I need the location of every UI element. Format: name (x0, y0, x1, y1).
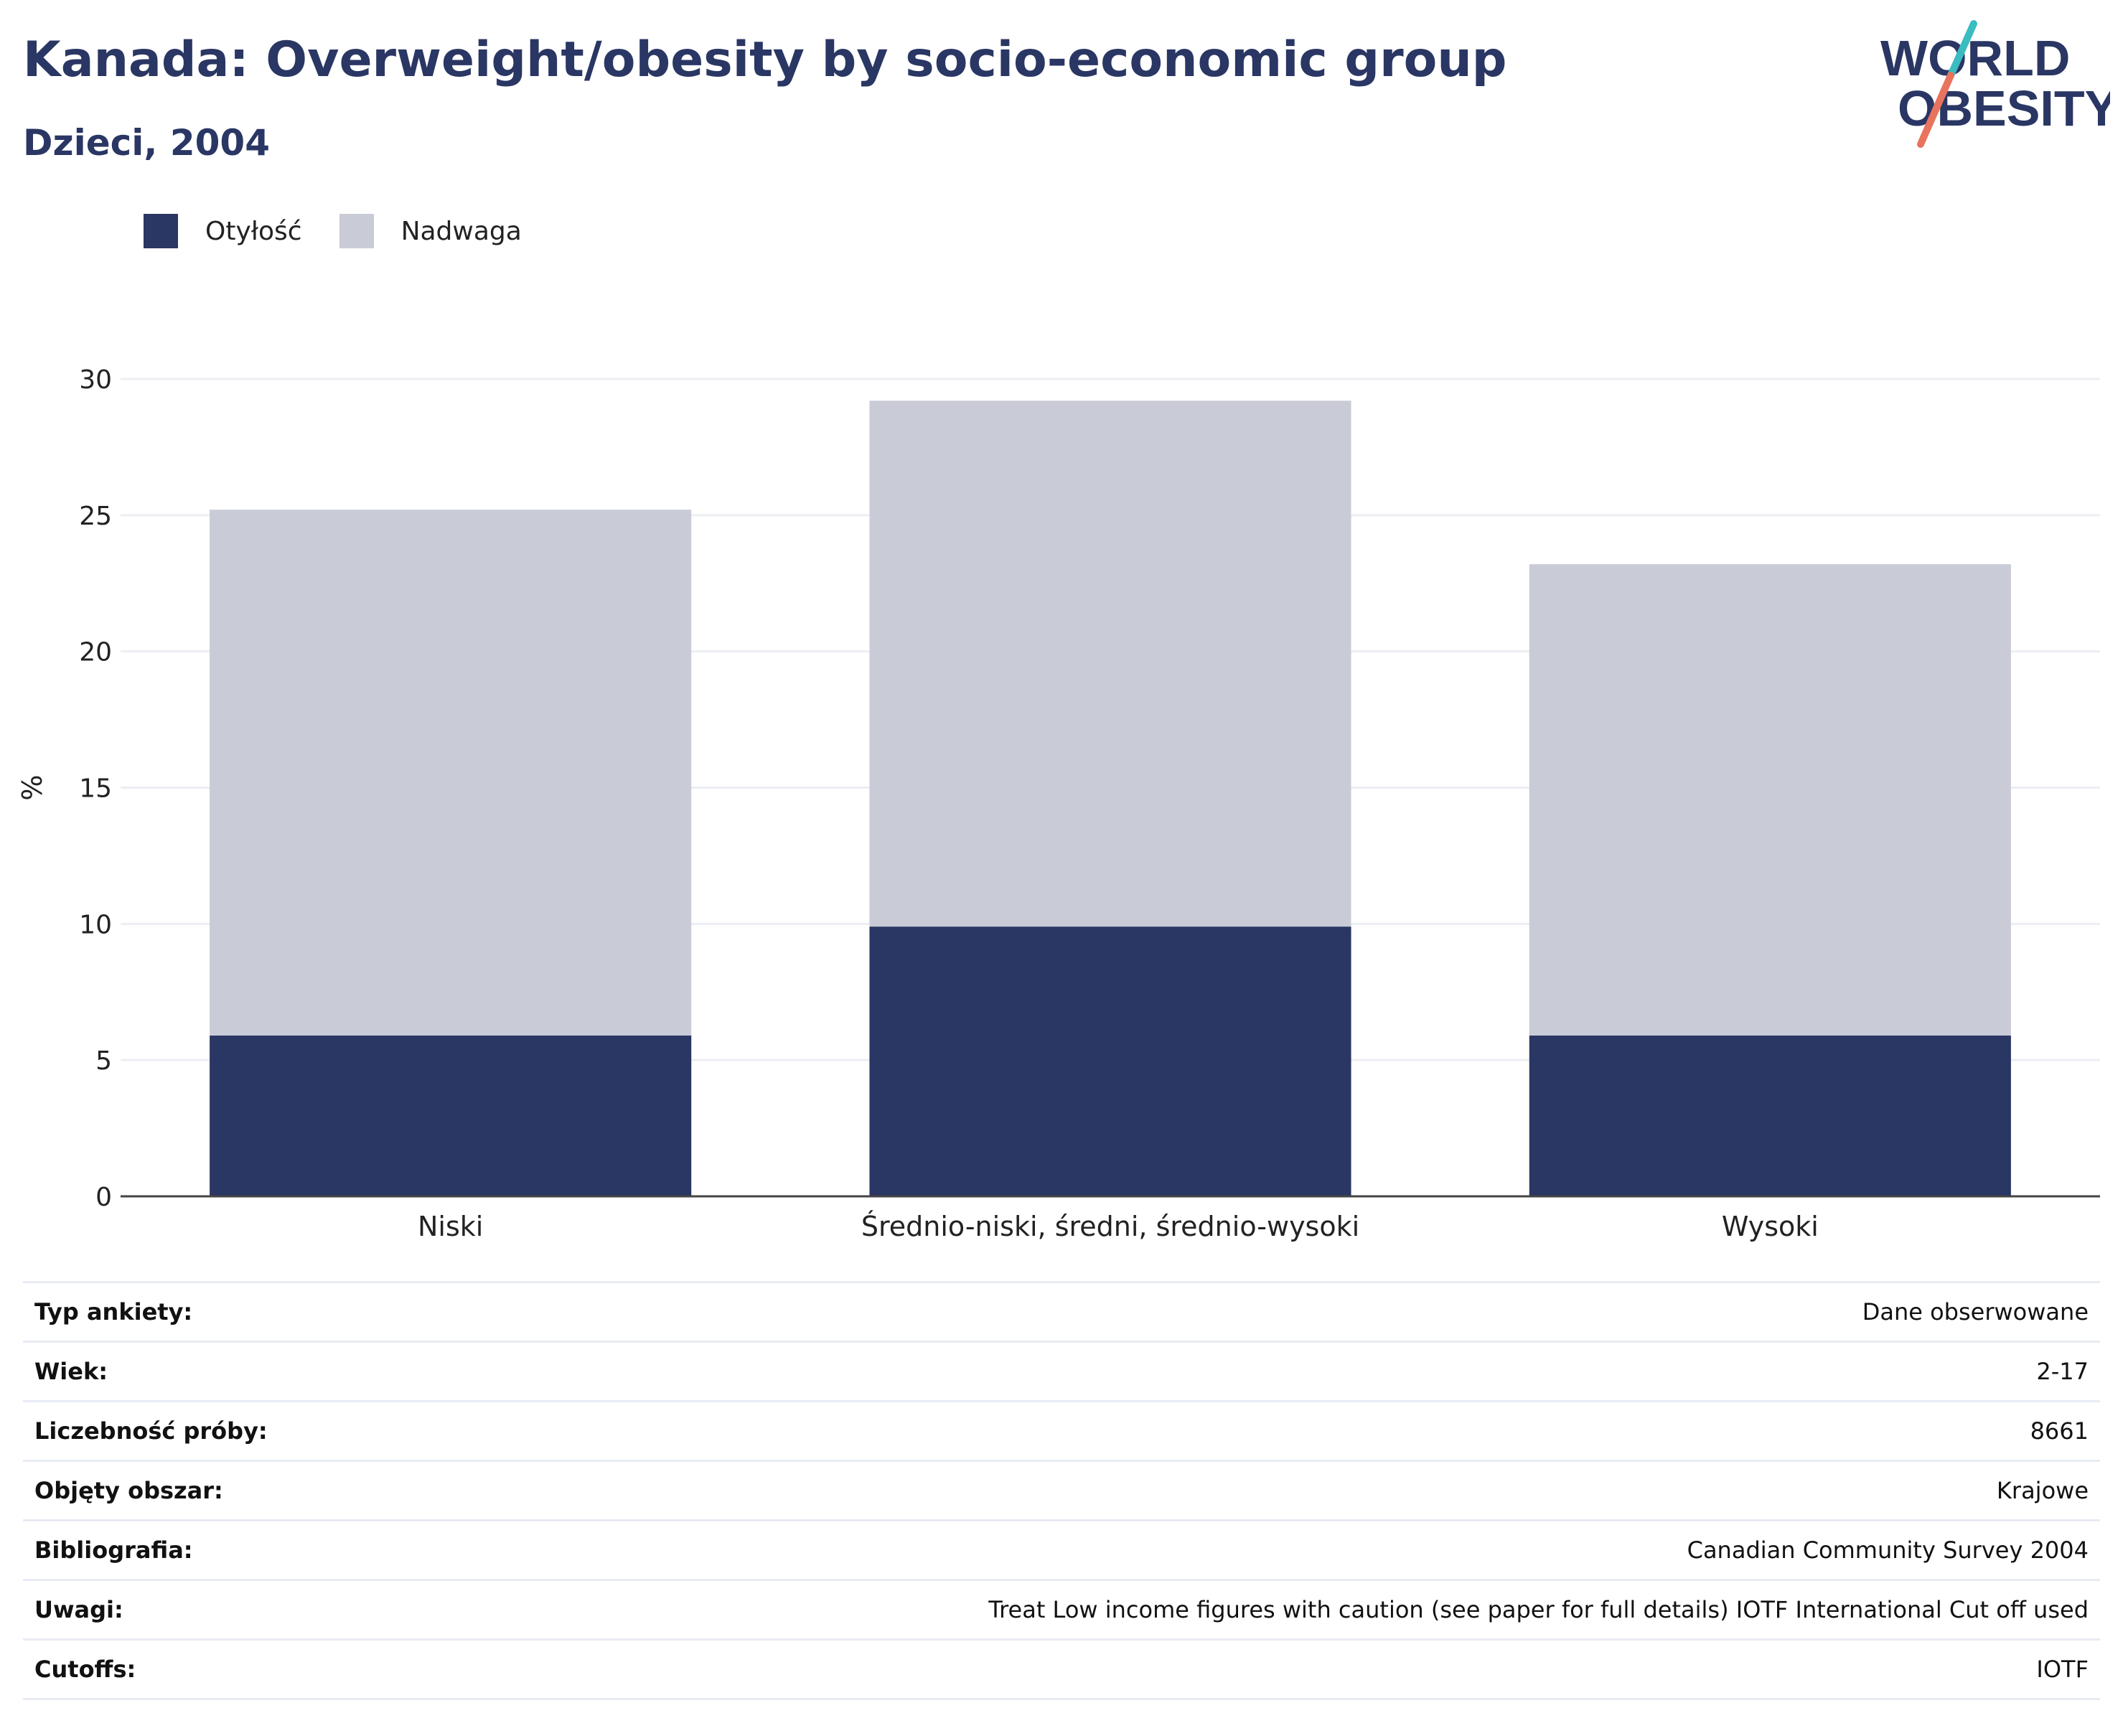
legend-item-obesity[interactable]: Otyłość (144, 214, 302, 248)
info-row: Liczebność próby: 8661 (23, 1401, 2100, 1462)
bar-overweight[interactable] (869, 400, 1351, 927)
legend-item-overweight[interactable]: Nadwaga (339, 214, 522, 248)
legend: Otyłość Nadwaga (144, 214, 559, 248)
logo-line-world: WORLD (1880, 30, 2070, 86)
y-tick-labels: 0 5 10 15 20 25 30 (79, 365, 112, 1212)
bar-overweight[interactable] (210, 510, 692, 1036)
legend-swatch-overweight (339, 214, 374, 248)
info-value: Treat Low income figures with caution (s… (408, 1580, 2100, 1641)
info-key: Objęty obszar: (23, 1460, 409, 1521)
y-tick-label: 15 (79, 774, 112, 804)
info-value: 2-17 (408, 1341, 2100, 1402)
info-value: 8661 (408, 1401, 2100, 1462)
info-key: Uwagi: (23, 1580, 409, 1641)
y-tick-label: 0 (95, 1183, 112, 1212)
info-value: IOTF (408, 1639, 2100, 1700)
info-value: Canadian Community Survey 2004 (408, 1520, 2100, 1581)
info-table: Typ ankiety: Dane obserwowane Wiek: 2-17 Lic… (23, 1281, 2100, 1700)
y-tick-label: 25 (79, 502, 112, 531)
info-row: Bibliografia: Canadian Community Survey 2… (23, 1520, 2100, 1581)
bar-obesity[interactable] (1529, 1035, 2011, 1196)
bar-obesity[interactable] (210, 1035, 692, 1196)
info-key: Typ ankiety: (23, 1281, 409, 1343)
info-row: Wiek: 2-17 (23, 1341, 2100, 1402)
bar-overweight[interactable] (1529, 564, 2011, 1036)
info-row: Typ ankiety: Dane obserwowane (23, 1281, 2100, 1343)
legend-label-overweight: Nadwaga (400, 216, 522, 246)
info-value: Krajowe (408, 1460, 2100, 1521)
bar-chart: 0 5 10 15 20 25 30 Niski Średnio-niski, średni,… (17, 365, 2100, 1242)
info-key: Wiek: (23, 1341, 409, 1402)
x-tick-labels: Niski Średnio-niski, średni, średnio-wyso… (418, 1211, 1819, 1242)
info-row: Objęty obszar: Krajowe (23, 1460, 2100, 1521)
x-tick-label: Niski (418, 1211, 483, 1242)
y-tick-label: 20 (79, 638, 112, 667)
x-tick-label: Średnio-niski, średni, średnio-wysoki (861, 1211, 1359, 1242)
y-tick-label: 5 (95, 1046, 112, 1076)
info-row: Uwagi: Treat Low income figures with caut… (23, 1580, 2100, 1641)
legend-label-obesity: Otyłość (205, 216, 302, 246)
bar-obesity[interactable] (869, 926, 1351, 1196)
y-axis-label: % (17, 774, 48, 800)
info-key: Cutoffs: (23, 1639, 409, 1700)
info-value: Dane obserwowane (408, 1281, 2100, 1343)
logo-slash-coral (1917, 72, 1954, 148)
y-tick-label: 30 (79, 365, 112, 395)
legend-swatch-obesity (144, 214, 178, 248)
logo-slash-teal (1947, 20, 1977, 79)
chart-title: Kanada: Overweight/obesity by socio-econ… (23, 32, 1507, 88)
info-key: Liczebność próby: (23, 1401, 409, 1462)
bars (210, 400, 2011, 1196)
chart-subtitle: Dzieci, 2004 (23, 122, 270, 164)
info-row: Cutoffs: IOTF (23, 1639, 2100, 1700)
y-tick-label: 10 (79, 910, 112, 939)
info-key: Bibliografia: (23, 1520, 409, 1581)
world-obesity-logo: WORLD OBESITY (1880, 20, 2110, 148)
x-tick-label: Wysoki (1722, 1211, 1819, 1242)
